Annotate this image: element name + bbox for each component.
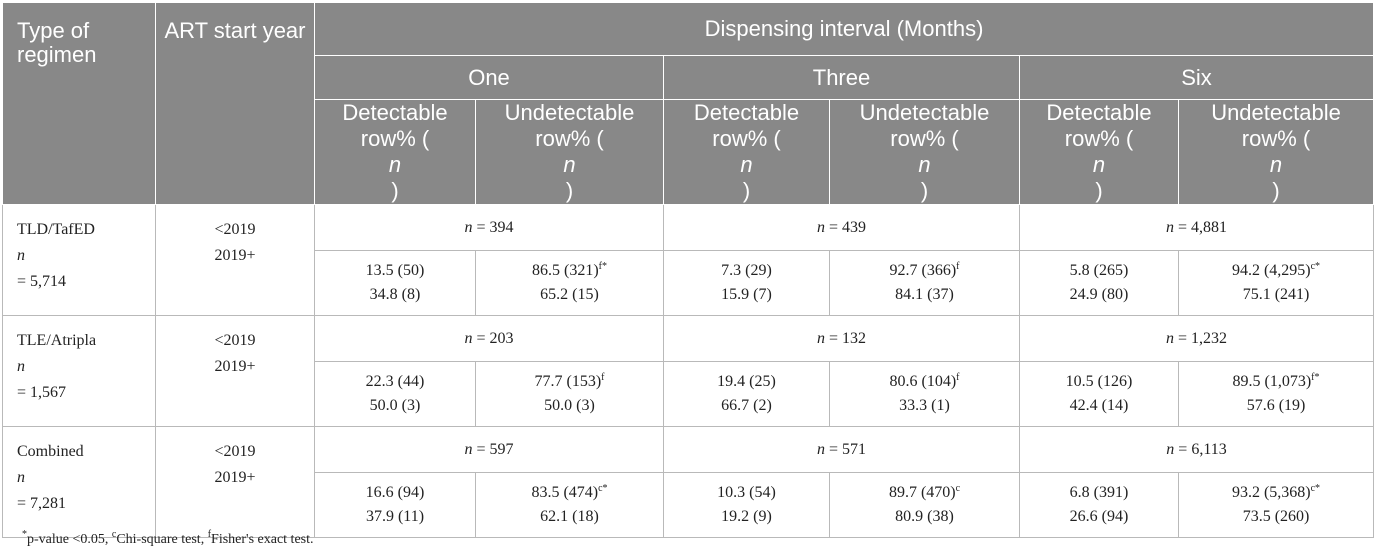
regimen-name: Combined <box>17 443 84 460</box>
table-row: 22.3 (44) 50.0 (3) 77.7 (153)f 50.0 (3) 19.4… <box>3 361 1375 427</box>
group-n-cell: n = 597 <box>314 426 664 473</box>
detectable-cell: 6.8 (391) 26.6 (94) <box>1019 472 1179 538</box>
regimen-name: TLE/Atripla <box>17 332 97 349</box>
regimen-name: TLD/TafED <box>17 221 95 238</box>
art-year-cell: <2019 2019+ <box>155 315 315 427</box>
table-row: TLD/TafED n = 5,714 <2019 2019+ n = 394 n = 4… <box>2 204 1375 316</box>
art-year-cell: <2019 2019+ <box>155 426 315 538</box>
undetectable-cell: 89.7 (470)c 80.9 (38) <box>829 472 1020 538</box>
group-n-cell: n = 394 <box>314 204 664 251</box>
header-dispensing-interval: Dispensing interval (Months) <box>313 2 1375 56</box>
group-n-cell: n = 203 <box>314 315 664 362</box>
detectable-cell: 13.5 (50) 34.8 (8) <box>314 250 476 316</box>
regimen-total: n = 5,714 <box>17 247 67 290</box>
detectable-cell: 7.3 (29) 15.9 (7) <box>663 250 830 316</box>
undetectable-cell: 86.5 (321)f* 65.2 (15) <box>475 250 664 316</box>
undetectable-cell: 77.7 (153)f 50.0 (3) <box>475 361 664 427</box>
group-n-cell: n = 571 <box>663 426 1020 473</box>
art-year-cell: <2019 2019+ <box>155 204 315 316</box>
detectable-cell: 10.5 (126) 42.4 (14) <box>1019 361 1179 427</box>
undetectable-cell: 93.2 (5,368)c* 73.5 (260) <box>1177 472 1375 538</box>
detectable-cell: 5.8 (265) 24.9 (80) <box>1019 250 1179 316</box>
header-type-of-regimen: Type of regimen <box>2 2 156 205</box>
group-n-cell: n = 439 <box>663 204 1020 251</box>
regimen-cell: Combined n = 7,281 <box>2 426 156 538</box>
header-detectable: Detectable row% (n) <box>1019 99 1179 205</box>
undetectable-cell: 92.7 (366)f 84.1 (37) <box>829 250 1020 316</box>
group-n-cell: n = 1,232 <box>1018 315 1375 362</box>
table-header: Type of regimen ART start year Dispensin… <box>2 2 1375 205</box>
table-body: TLD/TafED n = 5,714 <2019 2019+ n = 394 n = 4… <box>2 204 1375 538</box>
header-detectable: Detectable row% (n) <box>663 99 830 205</box>
detectable-cell: 22.3 (44) 50.0 (3) <box>314 361 476 427</box>
header-group-one: One <box>314 55 664 100</box>
header-group-three: Three <box>663 55 1020 100</box>
regimen-cell: TLD/TafED n = 5,714 <box>2 204 156 316</box>
group-n-cell: n = 4,881 <box>1018 204 1375 251</box>
regimen-total: n = 7,281 <box>17 469 67 512</box>
group-n-cell: n = 6,113 <box>1018 426 1375 473</box>
table-row: 13.5 (50) 34.8 (8) 86.5 (321)f* 65.2 (15) 7.… <box>3 250 1375 316</box>
regimen-total: n = 1,567 <box>17 358 67 401</box>
detectable-cell: 10.3 (54) 19.2 (9) <box>663 472 830 538</box>
table-row: TLE/Atripla n = 1,567 <2019 2019+ n = 203 n =… <box>2 315 1375 427</box>
header-art-start-year: ART start year <box>155 2 315 205</box>
regimen-cell: TLE/Atripla n = 1,567 <box>2 315 156 427</box>
header-group-six: Six <box>1018 55 1375 100</box>
data-table: Type of regimen ART start year Dispensin… <box>2 2 1375 538</box>
footnote: *p-value <0.05, cChi-square test, fFishe… <box>22 529 314 548</box>
header-undetectable: Undetectable row% (n) <box>1177 99 1375 205</box>
header-detectable: Detectable row% (n) <box>314 99 476 205</box>
table-row: Combined n = 7,281 <2019 2019+ n = 597 n = 57… <box>2 426 1375 538</box>
undetectable-cell: 89.5 (1,073)f* 57.6 (19) <box>1177 361 1375 427</box>
undetectable-cell: 83.5 (474)c* 62.1 (18) <box>475 472 664 538</box>
header-undetectable: Undetectable row% (n) <box>475 99 664 205</box>
table-row: 16.6 (94) 37.9 (11) 83.5 (474)c* 62.1 (18) 1… <box>3 472 1375 538</box>
detectable-cell: 19.4 (25) 66.7 (2) <box>663 361 830 427</box>
undetectable-cell: 80.6 (104)f 33.3 (1) <box>829 361 1020 427</box>
header-undetectable: Undetectable row% (n) <box>829 99 1020 205</box>
undetectable-cell: 94.2 (4,295)c* 75.1 (241) <box>1177 250 1375 316</box>
group-n-cell: n = 132 <box>663 315 1020 362</box>
detectable-cell: 16.6 (94) 37.9 (11) <box>314 472 476 538</box>
